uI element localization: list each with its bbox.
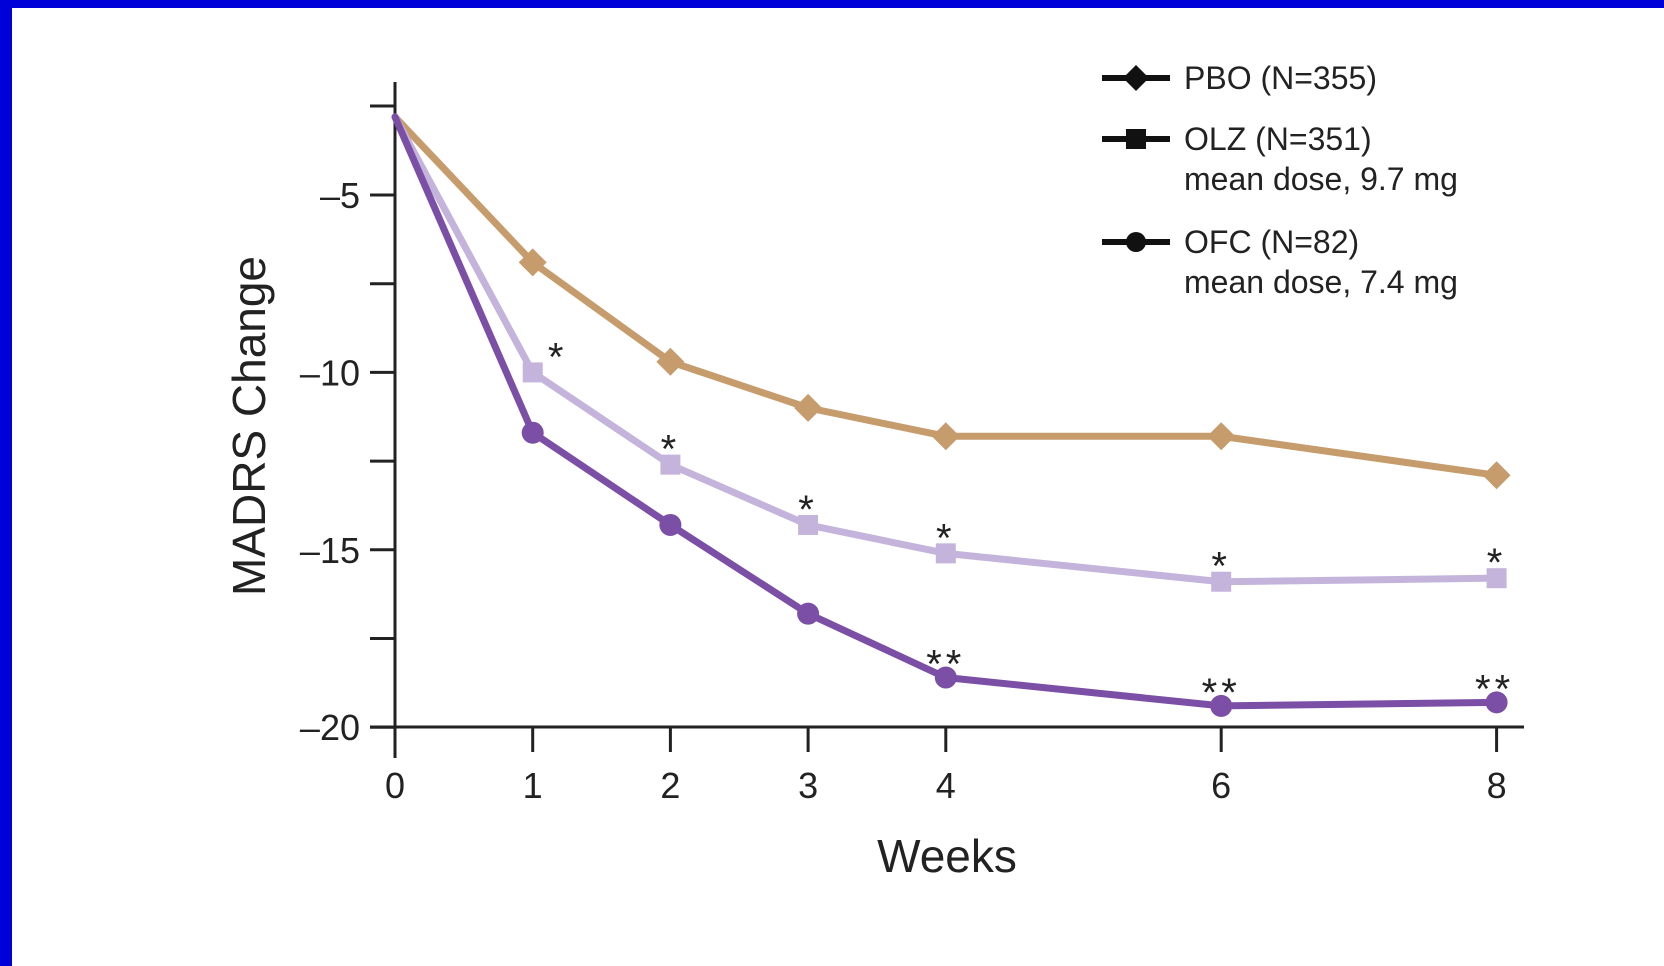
- data-point-ofc: [521, 421, 544, 444]
- y-tick-label: –5: [320, 175, 360, 216]
- madrs-line-chart: –5–10–15–200 1 2 3 4 6 8 ***** ***** ** PBO (N=3…: [223, 60, 1524, 882]
- legend-note: mean dose, 7.4 mg: [1184, 264, 1458, 300]
- significance-marker: *: [798, 488, 818, 532]
- significance-marker: *: [936, 516, 956, 560]
- data-point-pbo: [794, 393, 823, 422]
- legend-circle-marker: [1126, 232, 1146, 252]
- data-point-pbo: [1207, 422, 1236, 451]
- x-tick-label: 8: [1487, 765, 1507, 806]
- series-pbo: [391, 113, 1511, 490]
- y-tick-label: –15: [300, 530, 360, 571]
- axes: –5 –10 –15 –20 0 1 2 3 4 6 8: [300, 82, 1524, 806]
- significance-marker: *: [1211, 545, 1231, 589]
- data-point-olz: [660, 454, 681, 475]
- significance-marker: *: [1487, 541, 1507, 585]
- legend-item-pbo: PBO (N=355): [1102, 60, 1377, 96]
- x-tick-label: 0: [385, 765, 405, 806]
- data-point-pbo: [931, 422, 960, 451]
- data-point-ofc: [797, 602, 820, 625]
- data-point-pbo: [518, 248, 547, 277]
- series-ofc: [391, 113, 1508, 717]
- legend-label: OLZ (N=351): [1184, 121, 1372, 157]
- x-tick-label: 1: [523, 765, 543, 806]
- data-point-olz: [1211, 571, 1232, 592]
- y-tick-label: –20: [300, 707, 360, 748]
- significance-marker: *: [661, 428, 681, 472]
- legend-diamond-marker: [1123, 65, 1149, 91]
- significance-marker: **: [1475, 667, 1514, 711]
- legend-item-ofc: OFC (N=82) mean dose, 7.4 mg: [1102, 224, 1458, 300]
- chart-panel: –5 –10 –15 –20 0 1 2 3 4 6 8 * * * * * * ** ** ** PBO (N=3…: [12, 8, 1664, 966]
- legend: PBO (N=355)OLZ (N=351)mean dose, 9.7 mgO…: [1102, 60, 1458, 300]
- legend-label: OFC (N=82): [1184, 224, 1359, 260]
- legend-item-olz: OLZ (N=351) mean dose, 9.7 mg: [1102, 121, 1458, 197]
- data-point-ofc: [1485, 691, 1508, 714]
- series-line-ofc: [391, 113, 1501, 710]
- x-tick-label: 4: [936, 765, 956, 806]
- x-tick-label: 3: [798, 765, 818, 806]
- data-point-olz: [798, 514, 819, 535]
- data-point-ofc: [934, 666, 957, 689]
- data-point-olz: [522, 362, 543, 383]
- x-tick-label: 2: [660, 765, 680, 806]
- series-olz: [391, 113, 1507, 592]
- data-point-pbo: [656, 347, 685, 376]
- annotation-layer: ***** ***** **: [548, 335, 1514, 715]
- legend-square-marker: [1126, 129, 1146, 149]
- x-tick-label: 6: [1211, 765, 1231, 806]
- legend-note: mean dose, 9.7 mg: [1184, 161, 1458, 197]
- data-point-ofc: [659, 513, 682, 536]
- y-axis-title: MADRS Change: [223, 256, 275, 596]
- significance-marker: **: [1202, 671, 1241, 715]
- x-axis-title: Weeks: [877, 830, 1017, 882]
- significance-marker: *: [548, 335, 568, 379]
- data-point-olz: [1486, 568, 1507, 589]
- data-point-pbo: [1482, 461, 1511, 490]
- data-point-ofc: [1210, 694, 1233, 717]
- legend-label: PBO (N=355): [1184, 60, 1377, 96]
- data-point-olz: [935, 543, 956, 564]
- significance-marker: **: [926, 643, 965, 687]
- series-layer: [391, 113, 1511, 717]
- y-tick-label: –10: [300, 352, 360, 393]
